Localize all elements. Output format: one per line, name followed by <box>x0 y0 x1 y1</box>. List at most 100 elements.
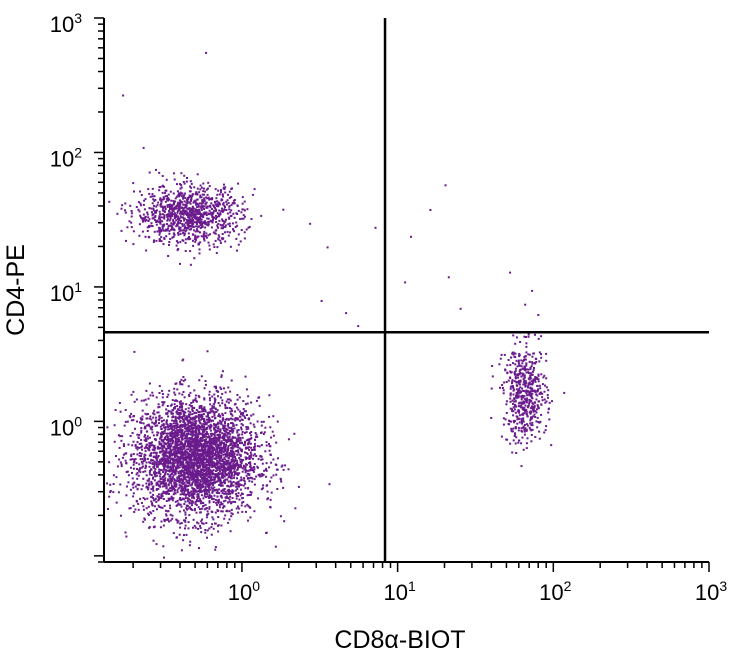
data-point <box>152 434 155 437</box>
data-point <box>182 376 185 378</box>
data-point <box>158 443 161 446</box>
data-point <box>176 521 179 524</box>
data-point <box>159 432 162 435</box>
data-point <box>167 415 170 418</box>
data-point <box>187 207 190 210</box>
data-point <box>250 491 253 494</box>
data-point <box>201 193 204 196</box>
data-point <box>174 492 177 495</box>
data-point <box>213 413 216 416</box>
data-point <box>193 186 196 189</box>
data-point <box>534 410 537 413</box>
data-point <box>271 430 274 433</box>
data-point <box>176 448 179 451</box>
data-point <box>171 514 174 517</box>
data-point <box>176 461 179 464</box>
data-point <box>499 386 501 389</box>
data-point <box>255 399 258 402</box>
data-point <box>131 477 134 480</box>
data-point <box>204 457 207 460</box>
data-point <box>171 428 174 431</box>
data-point <box>227 437 230 440</box>
data-point <box>246 477 249 480</box>
data-point <box>181 450 184 453</box>
data-point <box>520 375 523 378</box>
data-point <box>142 477 145 480</box>
data-point <box>192 400 195 403</box>
data-point <box>244 410 247 413</box>
data-point <box>161 424 164 427</box>
data-point <box>184 453 187 456</box>
data-point <box>183 473 186 476</box>
data-point <box>174 443 177 446</box>
data-point <box>206 516 209 519</box>
data-point <box>114 409 117 411</box>
data-point <box>189 190 192 193</box>
data-point <box>152 466 155 469</box>
data-point <box>197 500 200 502</box>
data-point <box>232 424 235 427</box>
data-point <box>177 457 180 460</box>
data-point <box>276 488 279 490</box>
data-point <box>187 454 190 457</box>
data-point <box>163 223 166 226</box>
data-point <box>209 443 212 446</box>
data-point <box>186 471 189 474</box>
data-point <box>282 208 285 211</box>
data-point <box>227 472 230 475</box>
data-point <box>250 446 253 449</box>
data-point <box>182 482 185 485</box>
data-point <box>243 231 246 234</box>
data-point <box>173 448 176 451</box>
data-point <box>170 478 172 480</box>
data-point <box>195 463 198 465</box>
data-point <box>230 490 233 493</box>
data-point <box>248 455 251 458</box>
data-point <box>165 484 168 487</box>
data-point <box>136 487 139 490</box>
data-point <box>180 549 183 552</box>
data-point <box>200 491 203 494</box>
data-point <box>217 472 220 474</box>
data-point <box>145 403 148 406</box>
data-point <box>193 437 196 440</box>
data-point <box>190 433 193 436</box>
data-point <box>144 467 147 470</box>
data-point <box>185 439 188 442</box>
data-point <box>171 486 173 489</box>
data-point <box>208 393 211 396</box>
data-point <box>200 410 203 413</box>
data-point <box>240 504 243 507</box>
data-point <box>213 397 216 400</box>
data-point <box>227 459 230 462</box>
data-point <box>168 232 171 235</box>
data-point <box>213 486 216 489</box>
data-point <box>179 203 182 206</box>
data-point <box>203 430 206 433</box>
data-point <box>536 416 539 419</box>
data-point <box>241 196 244 199</box>
data-point <box>165 178 168 181</box>
data-point <box>144 412 147 415</box>
data-point <box>277 457 279 460</box>
data-point <box>259 455 262 458</box>
data-point <box>212 484 214 487</box>
data-point <box>224 424 227 427</box>
data-point <box>167 428 170 431</box>
data-point <box>248 418 251 421</box>
data-point <box>205 221 208 224</box>
data-point <box>178 426 181 429</box>
data-point <box>159 436 162 439</box>
data-point <box>153 472 156 475</box>
data-point <box>203 475 205 478</box>
data-point <box>200 507 203 510</box>
data-point <box>181 383 184 386</box>
data-point <box>216 203 218 206</box>
data-point <box>237 233 240 236</box>
data-point <box>192 494 194 497</box>
data-point <box>191 469 194 472</box>
data-point <box>189 447 192 450</box>
data-point <box>163 504 166 507</box>
data-point <box>191 496 194 499</box>
data-point <box>231 465 233 468</box>
